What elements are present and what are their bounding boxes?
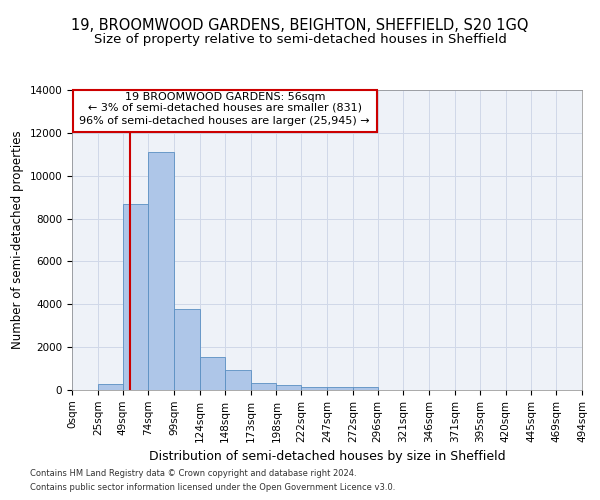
- X-axis label: Distribution of semi-detached houses by size in Sheffield: Distribution of semi-detached houses by …: [149, 450, 505, 463]
- Bar: [327, 387, 353, 390]
- FancyBboxPatch shape: [73, 90, 377, 132]
- Bar: [122, 204, 148, 390]
- Bar: [174, 308, 200, 390]
- Text: Contains public sector information licensed under the Open Government Licence v3: Contains public sector information licen…: [30, 484, 395, 492]
- Text: 19, BROOMWOOD GARDENS, BEIGHTON, SHEFFIELD, S20 1GQ: 19, BROOMWOOD GARDENS, BEIGHTON, SHEFFIE…: [71, 18, 529, 32]
- Text: 96% of semi-detached houses are larger (25,945) →: 96% of semi-detached houses are larger (…: [79, 116, 370, 126]
- Bar: [148, 152, 174, 390]
- Bar: [301, 387, 327, 390]
- Bar: [277, 386, 301, 390]
- Text: Size of property relative to semi-detached houses in Sheffield: Size of property relative to semi-detach…: [94, 32, 506, 46]
- Bar: [251, 382, 277, 390]
- Bar: [353, 387, 377, 390]
- Text: 19 BROOMWOOD GARDENS: 56sqm: 19 BROOMWOOD GARDENS: 56sqm: [125, 92, 325, 102]
- Bar: [98, 384, 122, 390]
- Bar: [225, 370, 251, 390]
- Text: Contains HM Land Registry data © Crown copyright and database right 2024.: Contains HM Land Registry data © Crown c…: [30, 468, 356, 477]
- Text: ← 3% of semi-detached houses are smaller (831): ← 3% of semi-detached houses are smaller…: [88, 102, 362, 112]
- Bar: [200, 357, 225, 390]
- Y-axis label: Number of semi-detached properties: Number of semi-detached properties: [11, 130, 24, 350]
